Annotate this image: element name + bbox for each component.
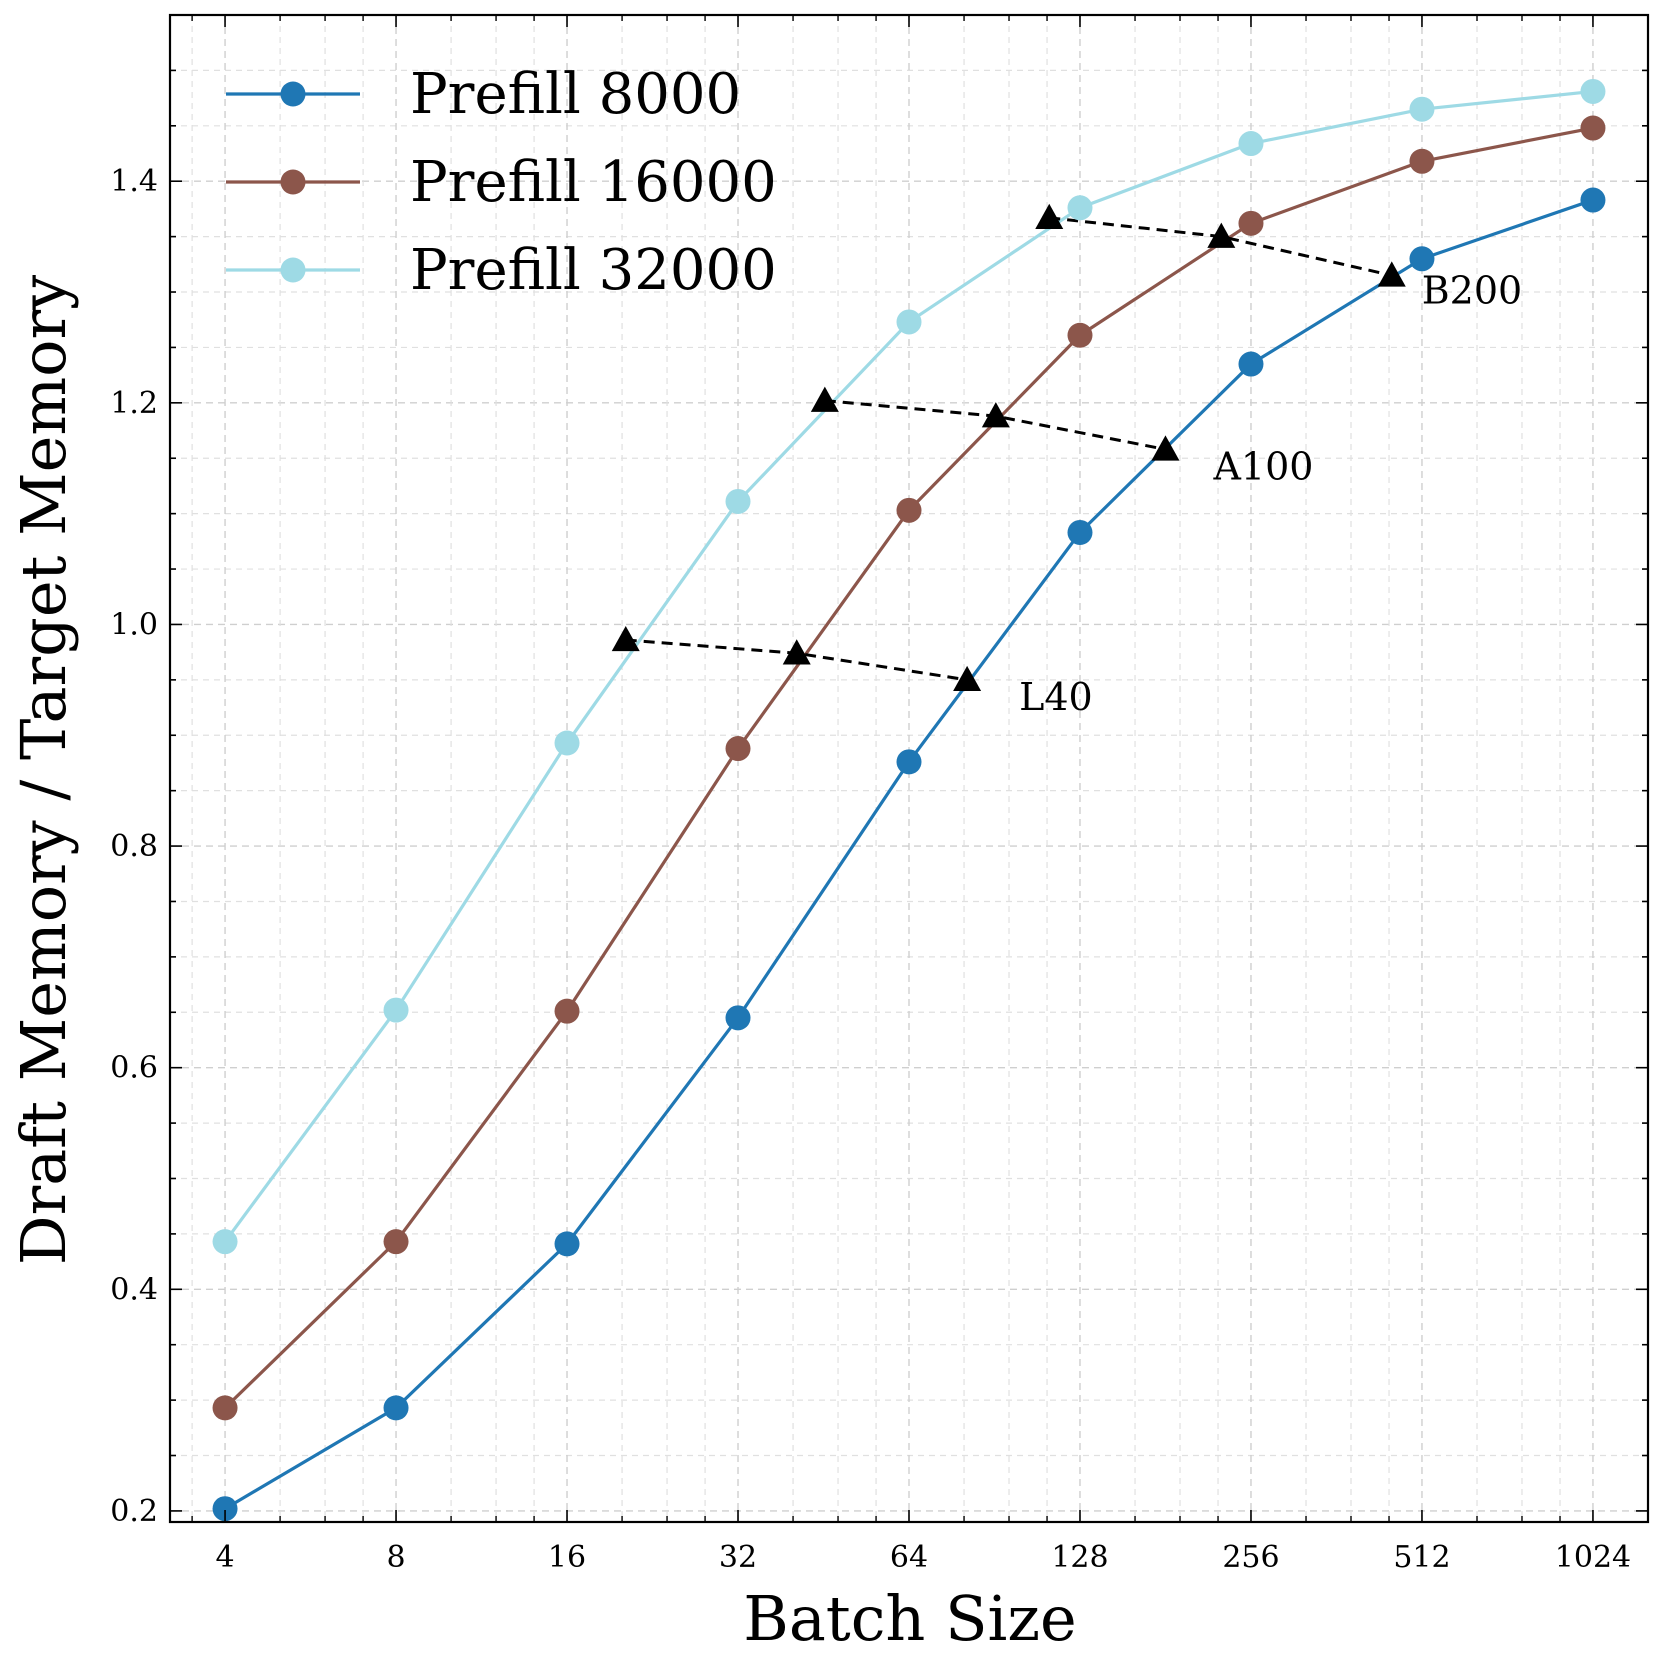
data-point — [383, 1229, 409, 1255]
gpu-triangle-marker — [953, 665, 982, 692]
gpu-markers — [611, 203, 1406, 692]
gpu-label: A100 — [1212, 444, 1313, 488]
y-axis-title: Draft Memory / Target Memory — [7, 275, 80, 1265]
gpu-labels: L40 A100 B200 — [1019, 268, 1522, 718]
data-point — [1067, 195, 1093, 221]
y-tick-label: 0.6 — [110, 1051, 158, 1086]
y-tick-label: 1.2 — [110, 386, 158, 421]
data-point — [1409, 246, 1435, 272]
gpu-threshold-line — [1049, 216, 1393, 277]
plot-frame — [168, 13, 1650, 1524]
data-point — [554, 998, 580, 1024]
data-point — [1580, 78, 1606, 104]
gpu-triangle-marker — [1151, 435, 1180, 461]
gpu-triangle-marker — [1207, 222, 1236, 248]
data-point — [725, 736, 751, 762]
legend-label: Prefill 16000 — [410, 150, 777, 215]
x-tick-label: 16 — [548, 1540, 586, 1575]
y-tick-label: 0.2 — [110, 1494, 158, 1529]
y-tick-label: 1.4 — [110, 164, 158, 199]
grid — [170, 14, 1648, 1522]
data-point — [1580, 115, 1606, 141]
gpu-label: L40 — [1019, 675, 1093, 719]
data-point — [896, 749, 922, 775]
data-point — [554, 1231, 580, 1257]
x-tick-label: 256 — [1222, 1540, 1279, 1575]
y-tick-label: 1.0 — [110, 607, 158, 642]
x-tick-label: 1024 — [1555, 1540, 1631, 1575]
x-tick-label: 8 — [386, 1540, 405, 1575]
gpu-triangle-marker — [611, 625, 640, 652]
data-point — [1238, 351, 1264, 377]
data-point — [1067, 519, 1093, 545]
legend-label: Prefill 32000 — [410, 238, 777, 303]
gpu-triangle-marker — [782, 639, 811, 665]
data-point — [896, 497, 922, 523]
gpu-triangle-marker — [981, 402, 1010, 428]
y-tick-label: 0.8 — [110, 829, 158, 864]
data-point — [896, 309, 922, 335]
data-point — [1409, 96, 1435, 122]
gpu-label: B200 — [1422, 268, 1522, 312]
legend-label: Prefill 8000 — [410, 62, 741, 127]
x-tick-label: 32 — [719, 1540, 757, 1575]
data-point — [1409, 148, 1435, 174]
data-point — [725, 1005, 751, 1031]
legend: Prefill 8000 Prefill 16000 Prefill 32000 — [226, 62, 777, 303]
gpu-triangle-marker — [1377, 261, 1406, 287]
series-markers — [212, 78, 1606, 1522]
data-point — [1067, 322, 1093, 348]
tick-labels: 4 8 16 32 64 128 256 512 1024 0.2 0.4 0.6 0.8 1.0 1.2 1… — [110, 164, 1631, 1575]
data-point — [1238, 131, 1264, 157]
legend-marker — [280, 169, 306, 195]
data-point — [212, 1496, 238, 1522]
legend-marker — [280, 81, 306, 107]
data-point — [383, 1395, 409, 1421]
data-point — [212, 1395, 238, 1421]
x-axis-title: Batch Size — [743, 1582, 1076, 1655]
gpu-triangle-marker — [1035, 203, 1064, 229]
data-point — [554, 730, 580, 756]
data-point — [383, 997, 409, 1023]
x-tick-label: 4 — [215, 1540, 234, 1575]
x-tick-label: 512 — [1393, 1540, 1450, 1575]
data-point — [212, 1229, 238, 1255]
y-tick-label: 0.4 — [110, 1272, 158, 1307]
gpu-triangle-marker — [810, 386, 839, 412]
legend-marker — [280, 257, 306, 283]
x-tick-label: 64 — [890, 1540, 928, 1575]
data-point — [725, 488, 751, 514]
data-point — [1238, 210, 1264, 236]
data-point — [1580, 187, 1606, 213]
x-tick-label: 128 — [1051, 1540, 1108, 1575]
